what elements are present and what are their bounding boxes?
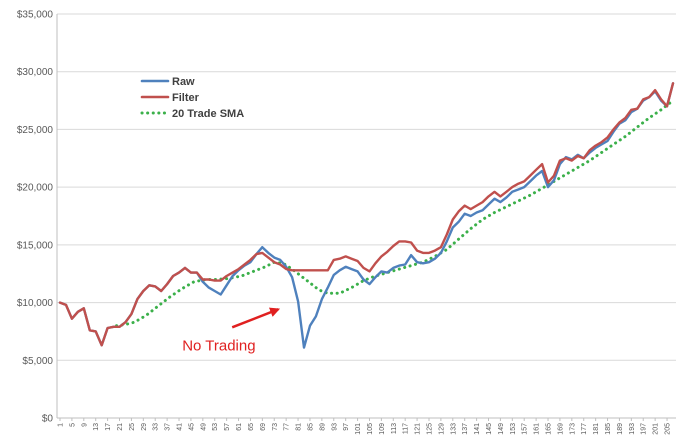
series-lines [58,82,675,349]
x-tick-label: 169 [557,423,564,435]
x-tick-label: 81 [296,423,303,431]
x-tick-label: 189 [617,423,624,435]
y-tick-labels: $0 $5,000 $10,000 $15,000 $20,000 $25,000 $30,… [17,10,54,425]
x-tick-label: 25 [129,423,136,431]
x-tick-label: 101 [355,423,362,435]
x-tick-label: 157 [522,423,529,435]
x-tick-label: 53 [212,423,219,431]
x-tick-label: 137 [462,423,469,435]
x-tick-label: 85 [307,423,314,431]
x-tick-label: 93 [331,423,338,431]
x-tick-label: 1 [58,423,65,427]
y-tick-label: $10,000 [17,298,54,309]
y-tick-label: $30,000 [17,67,54,78]
series-line-filter [58,82,675,347]
grid-lines [57,13,676,419]
x-tick-label: 33 [153,423,160,431]
legend-label: Raw [172,76,195,88]
x-tick-label: 181 [593,423,600,435]
x-tick-label: 105 [367,423,374,435]
x-tick-label: 21 [117,423,124,431]
x-tick-label: 165 [546,423,553,435]
y-tick-label: $5,000 [22,356,53,367]
x-tick-label: 149 [498,423,505,435]
x-tick-label: 37 [165,423,172,431]
y-tick-label: $15,000 [17,240,54,251]
x-tick-label: 125 [426,423,433,435]
x-tick-label: 69 [260,423,267,431]
y-tick-label: $25,000 [17,125,54,136]
x-tick-label: 117 [403,423,410,434]
x-tick-label: 61 [236,423,243,431]
x-tick-label: 197 [641,423,648,435]
x-tick-label: 141 [474,423,481,435]
y-tick-label: $35,000 [17,10,54,21]
x-tick-label: 153 [510,423,517,435]
x-tick-label: 109 [379,423,386,435]
x-tick-label: 97 [343,423,350,431]
x-tick-label: 57 [224,423,231,431]
series-line-20-trade-sma [115,99,675,328]
annotation: No Trading [182,307,281,354]
x-tick-label: 45 [188,423,195,431]
x-tick-label: 201 [653,423,660,435]
x-tick-label: 49 [200,423,207,431]
x-tick-label: 89 [319,423,326,431]
x-tick-label: 5 [69,423,76,427]
no-trading-arrow [231,307,281,329]
x-tick-label: 145 [486,423,493,435]
legend-label: Filter [172,92,200,104]
y-tick-label: $20,000 [17,183,54,194]
legend-label: 20 Trade SMA [172,108,244,120]
x-tick-label: 65 [248,423,255,431]
x-tick-labels: 1 5 9 13 17 21 25 29 33 37 41 45 49 53 57 61 65 69 73 77 81 8… [58,418,672,435]
x-tick-label: 161 [534,423,541,435]
axes [56,14,676,419]
x-tick-label: 129 [438,423,445,435]
x-tick-label: 113 [391,423,398,434]
y-tick-label: $0 [42,414,54,425]
x-tick-label: 193 [629,423,636,435]
x-tick-label: 77 [284,423,291,431]
x-tick-label: 41 [177,423,184,431]
x-tick-label: 121 [415,423,422,435]
x-tick-label: 185 [605,423,612,435]
x-tick-label: 133 [450,423,457,435]
x-tick-label: 13 [93,423,100,431]
x-tick-label: 173 [569,423,576,435]
no-trading-annotation: No Trading [182,337,255,354]
x-tick-label: 29 [141,423,148,431]
x-tick-label: 177 [581,423,588,435]
legend: Raw Filter 20 Trade SMA [140,76,244,120]
x-tick-label: 9 [81,423,88,427]
x-tick-label: 205 [665,423,672,435]
x-tick-label: 17 [105,423,112,431]
x-tick-label: 73 [272,423,279,431]
